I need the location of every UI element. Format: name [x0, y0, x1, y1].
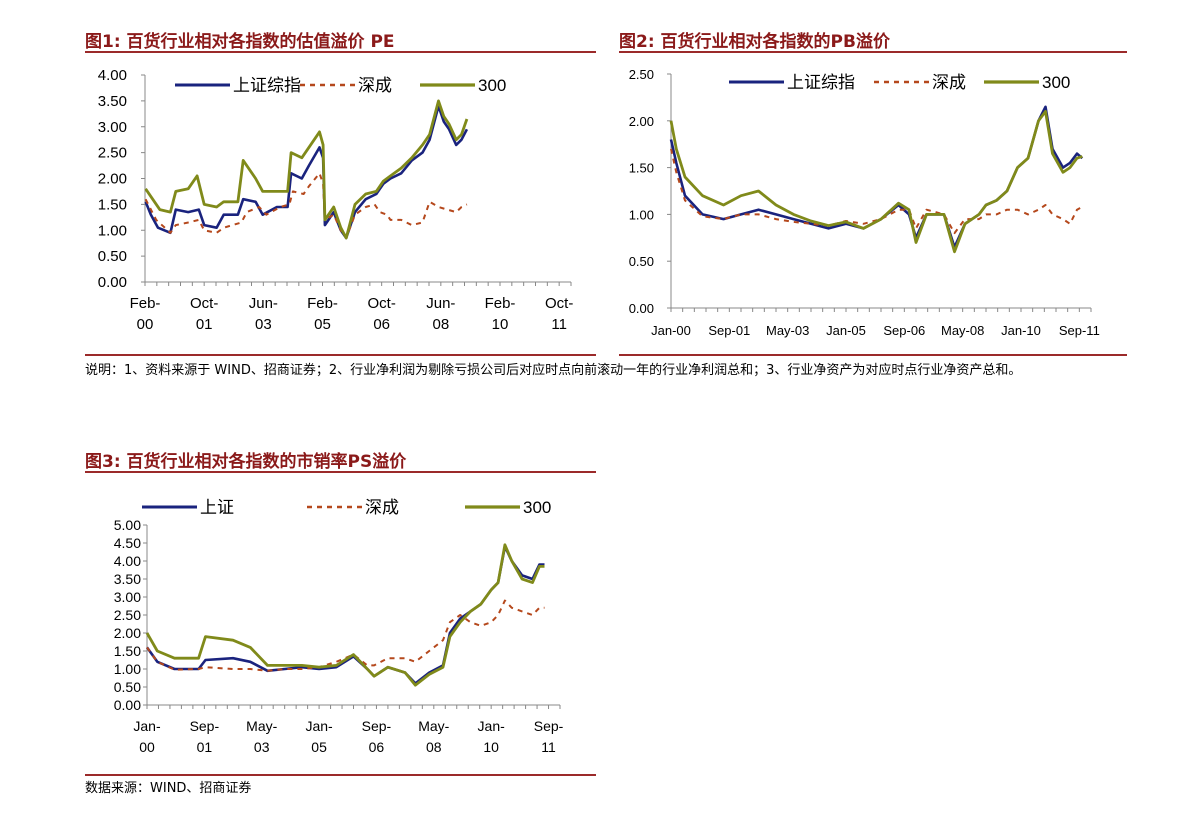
x-tick-label: 03 [254, 739, 270, 755]
ps-premium-chart: 0.00 0.50 1.00 1.50 2.00 2.50 3.00 3.50 4.00 4.50… [114, 498, 564, 755]
x-tick-label: 06 [373, 316, 390, 333]
legend-label-1: 上证综指 [233, 76, 301, 95]
source-rule [85, 774, 596, 776]
x-tick-label: Jan-05 [826, 323, 866, 338]
fig3-title-rule [85, 471, 596, 473]
x-tick-label: Sep- [534, 718, 564, 734]
x-tick-label: Jan- [305, 718, 333, 734]
y-tick-label: 3.50 [114, 571, 141, 587]
x-tick-label: Sep-01 [708, 323, 750, 338]
x-tick-label: 10 [483, 739, 499, 755]
fig3-title: 图3: 百货行业相对各指数的市销率PS溢价 [85, 452, 407, 472]
y-tick-label: 1.50 [629, 161, 654, 176]
series-line-3 [144, 99, 469, 240]
x-tick-label: 00 [139, 739, 155, 755]
x-tick-label: May-08 [941, 323, 984, 338]
series-line-1 [145, 545, 545, 685]
series-line-1 [669, 105, 1084, 249]
y-tick-label: 2.50 [114, 607, 141, 623]
series-line-2 [144, 172, 468, 239]
series-line-3 [669, 110, 1083, 254]
note-rule-right [619, 354, 1127, 356]
legend-label-2: 深成 [932, 73, 966, 92]
x-tick-label: 10 [492, 316, 509, 333]
x-tick-label: Jan-10 [1001, 323, 1041, 338]
x-tick-label: Jan- [478, 718, 506, 734]
y-tick-label: 5.00 [114, 517, 141, 533]
x-tick-label: Sep- [362, 718, 392, 734]
x-tick-label: Jun- [249, 295, 278, 312]
x-tick-label: Feb- [307, 295, 338, 312]
legend-label-2: 深成 [365, 498, 399, 517]
series-line-3 [145, 543, 545, 687]
y-tick-label: 1.00 [629, 207, 654, 222]
x-tick-label: Feb- [130, 295, 161, 312]
x-tick-label: Oct- [190, 295, 218, 312]
x-tick-label: May- [246, 718, 277, 734]
legend-label-1: 上证综指 [787, 73, 855, 92]
pe-premium-chart: 0.00 0.50 1.00 1.50 2.00 2.50 3.00 3.50 4.00 Feb-… [98, 67, 574, 333]
x-tick-label: Sep- [190, 718, 220, 734]
x-tick-label: 08 [426, 739, 442, 755]
x-tick-label: May-03 [766, 323, 809, 338]
legend-label-2: 深成 [358, 76, 392, 95]
y-tick-label: 2.00 [114, 625, 141, 641]
x-tick-label: 03 [255, 316, 272, 333]
y-tick-label: 0.50 [629, 254, 654, 269]
x-tick-label: 05 [314, 316, 331, 333]
fig1-title-rule [85, 51, 596, 53]
x-tick-label: 11 [541, 739, 556, 755]
y-tick-label: 2.50 [98, 145, 127, 162]
footnote: 说明：1、资料来源于 WIND、招商证券；2、行业净利润为剔除亏损公司后对应时点… [85, 363, 1022, 378]
y-tick-label: 3.00 [98, 119, 127, 136]
x-tick-label: Oct- [545, 295, 573, 312]
source-note: 数据来源：WIND、招商证券 [85, 781, 252, 796]
x-tick-label: Oct- [367, 295, 395, 312]
x-tick-label: 06 [369, 739, 385, 755]
legend-label-1: 上证 [200, 498, 234, 517]
y-tick-label: 1.50 [98, 196, 127, 213]
y-tick-label: 0.00 [98, 274, 127, 291]
y-tick-label: 0.00 [629, 301, 654, 316]
x-tick-label: Sep-11 [1059, 323, 1100, 338]
pb-premium-chart: 0.00 0.50 1.00 1.50 2.00 2.50 Jan-00 Sep-01 May-… [629, 67, 1100, 338]
y-tick-label: 0.00 [114, 697, 141, 713]
x-tick-label: 08 [432, 316, 449, 333]
y-tick-label: 3.50 [98, 93, 127, 110]
x-tick-label: Jan-00 [651, 323, 691, 338]
series-line-1 [144, 104, 469, 240]
y-tick-label: 0.50 [114, 679, 141, 695]
legend-label-3: 300 [523, 498, 551, 517]
x-tick-label: May- [418, 718, 449, 734]
note-rule-left [85, 354, 596, 356]
y-tick-label: 2.50 [629, 67, 654, 82]
y-tick-label: 0.50 [98, 248, 127, 265]
x-tick-label: 01 [196, 316, 213, 333]
y-tick-label: 1.00 [114, 661, 141, 677]
fig2-title: 图2: 百货行业相对各指数的PB溢价 [619, 32, 890, 52]
legend-label-3: 300 [1042, 73, 1070, 92]
x-tick-label: 11 [551, 316, 567, 333]
series-line-2 [146, 599, 545, 672]
y-tick-label: 4.50 [114, 535, 141, 551]
y-tick-label: 2.00 [629, 114, 654, 129]
y-tick-label: 1.00 [98, 222, 127, 239]
y-tick-label: 4.00 [114, 553, 141, 569]
legend-label-3: 300 [478, 76, 506, 95]
fig2-title-rule [619, 51, 1127, 53]
x-tick-label: 01 [197, 739, 213, 755]
x-tick-label: Jan- [133, 718, 161, 734]
x-tick-label: Sep-06 [883, 323, 925, 338]
x-tick-label: Feb- [485, 295, 516, 312]
x-tick-label: Jun- [426, 295, 455, 312]
x-tick-label: 00 [137, 316, 154, 333]
y-tick-label: 2.00 [98, 171, 127, 188]
y-tick-label: 3.00 [114, 589, 141, 605]
x-tick-label: 05 [311, 739, 327, 755]
y-tick-label: 4.00 [98, 67, 127, 84]
fig1-title: 图1: 百货行业相对各指数的估值溢价 PE [85, 32, 395, 52]
y-tick-label: 1.50 [114, 643, 141, 659]
